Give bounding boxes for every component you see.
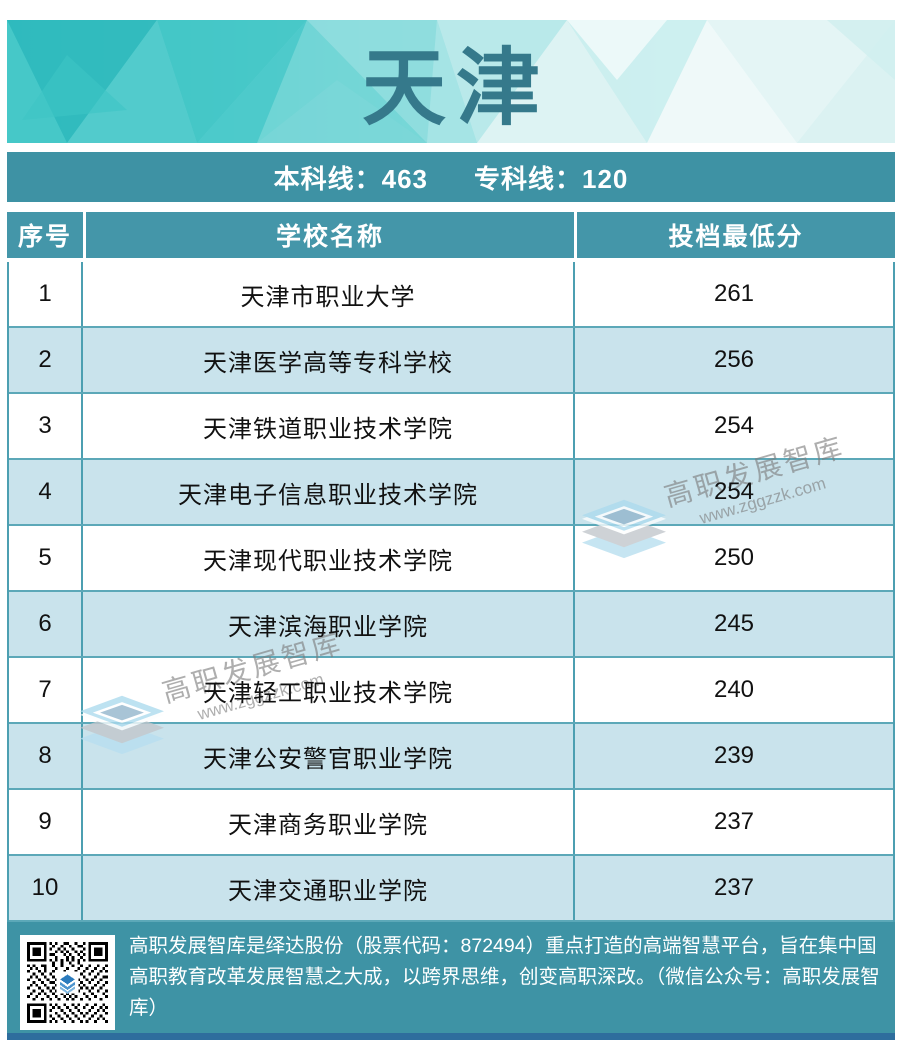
rank-cell: 3 bbox=[9, 394, 83, 458]
score-cell: 254 bbox=[713, 478, 755, 505]
page-title: 天津 bbox=[361, 38, 550, 137]
score-cell: 240 bbox=[713, 676, 755, 703]
rank-cell: 9 bbox=[9, 790, 83, 854]
rank-cell: 7 bbox=[9, 658, 83, 722]
rank-cell: 4 bbox=[9, 460, 83, 524]
table-row: 1 天津市职业大学 261 bbox=[9, 262, 893, 328]
bottom-accent-strip bbox=[7, 1033, 895, 1040]
school-cell: 天津轻工职业技术学院 bbox=[83, 658, 575, 722]
score-cell: 250 bbox=[713, 544, 755, 571]
score-cell: 254 bbox=[713, 412, 755, 439]
lowpoly-background bbox=[7, 20, 895, 143]
score-cell: 237 bbox=[713, 808, 755, 835]
footer-text-block: 高职发展智库是绎达股份（股票代码：872494）重点打造的高端智慧平台，旨在集中… bbox=[129, 931, 887, 1040]
school-cell: 天津市职业大学 bbox=[83, 262, 575, 326]
col-header-school: 学校名称 bbox=[86, 212, 574, 258]
school-cell: 天津现代职业技术学院 bbox=[83, 526, 575, 590]
table-row: 8 天津公安警官职业学院 239 bbox=[9, 724, 893, 790]
school-cell: 天津公安警官职业学院 bbox=[83, 724, 575, 788]
rank-cell: 8 bbox=[9, 724, 83, 788]
footer-bar: 高职发展智库是绎达股份（股票代码：872494）重点打造的高端智慧平台，旨在集中… bbox=[7, 922, 895, 1040]
qr-code-icon bbox=[27, 942, 108, 1023]
header-banner: 天津 bbox=[7, 20, 895, 143]
table-row: 9 天津商务职业学院 237 bbox=[9, 790, 893, 856]
school-cell: 天津医学高等专科学校 bbox=[83, 328, 575, 392]
rank-cell: 5 bbox=[9, 526, 83, 590]
score-cell: 245 bbox=[713, 610, 755, 637]
school-cell: 天津铁道职业技术学院 bbox=[83, 394, 575, 458]
rank-cell: 2 bbox=[9, 328, 83, 392]
rank-cell: 6 bbox=[9, 592, 83, 656]
school-cell: 天津交通职业学院 bbox=[83, 856, 575, 920]
score-cell: 237 bbox=[713, 874, 755, 901]
table-row: 10 天津交通职业学院 237 bbox=[9, 856, 893, 922]
school-cell: 天津滨海职业学院 bbox=[83, 592, 575, 656]
rank-cell: 1 bbox=[9, 262, 83, 326]
table-row: 2 天津医学高等专科学校 256 bbox=[9, 328, 893, 394]
col-header-score: 投档最低分 bbox=[577, 212, 895, 258]
col-header-rank: 序号 bbox=[7, 212, 83, 258]
table-row: 5 天津现代职业技术学院 250 bbox=[9, 526, 893, 592]
score-line-bar: 本科线：463 专科线：120 bbox=[7, 152, 895, 202]
score-table: 序号 学校名称 投档最低分 1 天津市职业大学 261 2 天津医学高等专科学校… bbox=[7, 212, 895, 922]
school-cell: 天津电子信息职业技术学院 bbox=[83, 460, 575, 524]
qr-code bbox=[20, 935, 115, 1030]
rank-cell: 10 bbox=[9, 856, 83, 920]
school-cell: 天津商务职业学院 bbox=[83, 790, 575, 854]
table-body: 1 天津市职业大学 261 2 天津医学高等专科学校 256 3 天津铁道职业技… bbox=[7, 262, 895, 922]
table-row: 3 天津铁道职业技术学院 254 bbox=[9, 394, 893, 460]
table-row: 6 天津滨海职业学院 245 bbox=[9, 592, 893, 658]
footer-about-text: 高职发展智库是绎达股份（股票代码：872494）重点打造的高端智慧平台，旨在集中… bbox=[129, 935, 880, 1019]
vocational-line-label: 专科线：120 bbox=[474, 163, 629, 194]
undergrad-line-label: 本科线：463 bbox=[273, 163, 428, 194]
table-row: 4 天津电子信息职业技术学院 254 bbox=[9, 460, 893, 526]
table-row: 7 天津轻工职业技术学院 240 bbox=[9, 658, 893, 724]
score-cell: 261 bbox=[713, 280, 755, 307]
score-cell: 256 bbox=[713, 346, 755, 373]
score-cell: 239 bbox=[713, 742, 755, 769]
table-header-row: 序号 学校名称 投档最低分 bbox=[7, 212, 895, 258]
